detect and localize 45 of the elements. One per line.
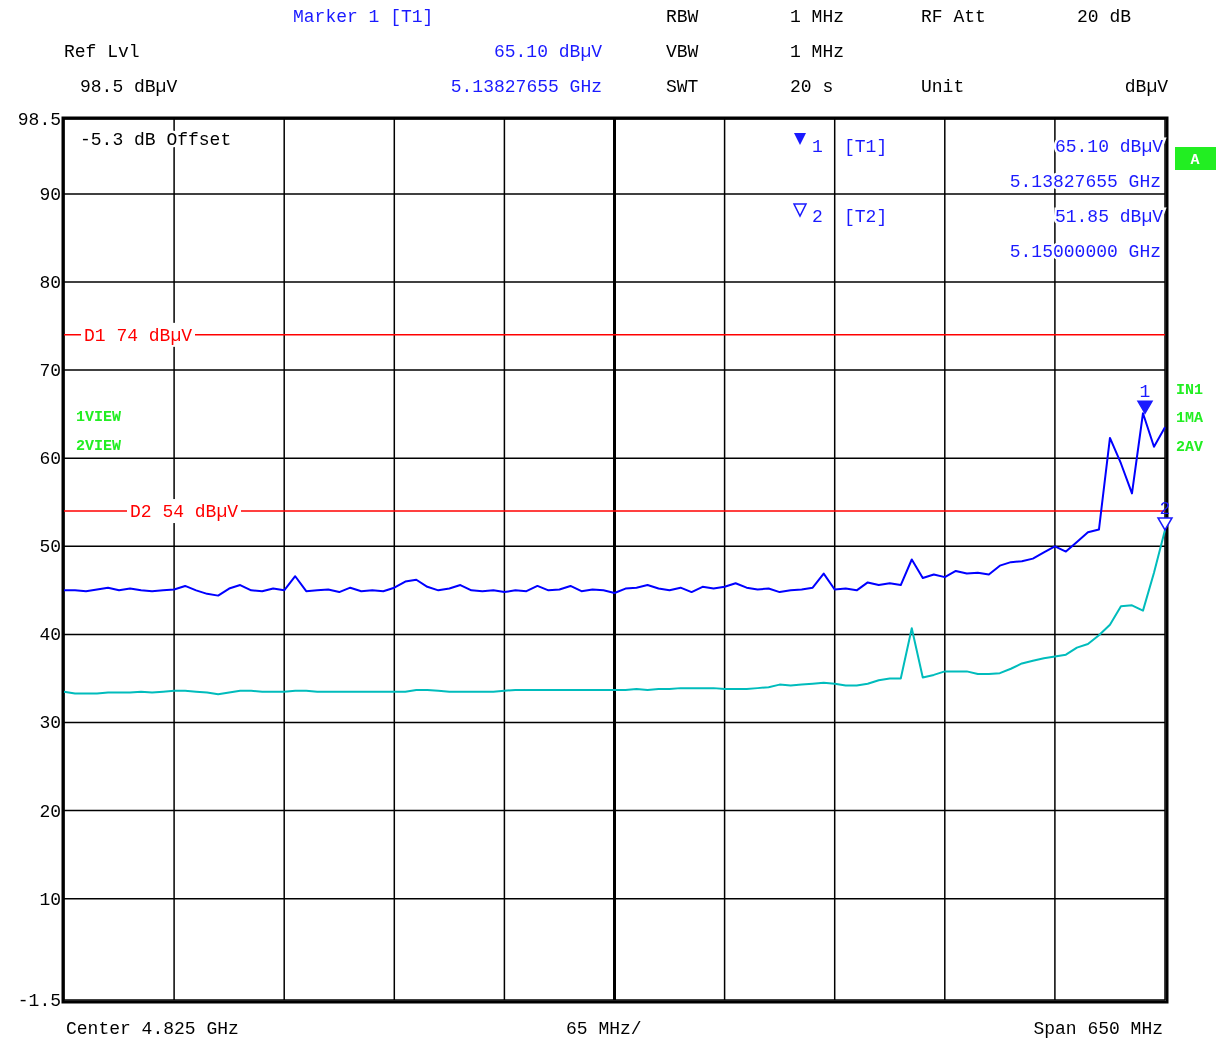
y-tick-label: 50 bbox=[39, 537, 61, 558]
text: 20 dB bbox=[1077, 7, 1132, 27]
y-tick-label: 98.5 bbox=[17, 110, 61, 130]
y-tick-label: 70 bbox=[39, 361, 61, 382]
text: 20 s bbox=[790, 77, 834, 97]
y-tick-label: -1.5 bbox=[17, 991, 61, 1011]
annotation: 1VIEW bbox=[76, 409, 122, 426]
y-tick-label: 80 bbox=[39, 272, 61, 293]
y-tick-label: 40 bbox=[39, 625, 61, 646]
ref-line-label: D2 54 dBµV bbox=[130, 502, 239, 523]
text: IN1 bbox=[1176, 382, 1204, 399]
annotation: 51.85 dBµV bbox=[1054, 207, 1164, 227]
text: 65 MHz/ bbox=[566, 1019, 642, 1038]
y-tick-label: 60 bbox=[39, 449, 61, 470]
y-tick-label: 20 bbox=[39, 801, 61, 822]
y-tick-label: 90 bbox=[39, 184, 61, 205]
text: Span 650 MHz bbox=[1033, 1019, 1163, 1038]
annotation: 2 bbox=[1159, 498, 1171, 519]
annotation: 65.10 dBµV bbox=[1054, 137, 1164, 157]
text: Unit bbox=[921, 77, 965, 97]
text: 1 MHz bbox=[790, 42, 845, 62]
ref-line-label: D1 74 dBµV bbox=[84, 325, 193, 346]
text: SWT bbox=[666, 77, 699, 97]
annotation: 1 bbox=[1139, 382, 1151, 403]
text: Ref Lvl bbox=[64, 42, 140, 62]
text: 2AV bbox=[1176, 439, 1204, 456]
y-tick-label: 30 bbox=[39, 713, 61, 734]
annotation: 2 bbox=[812, 207, 823, 227]
annotation: 1 bbox=[812, 137, 823, 157]
text: 98.5 dBµV bbox=[80, 77, 178, 97]
text: 1 MHz bbox=[790, 7, 845, 27]
annotation: [T1] bbox=[844, 137, 888, 157]
text: Marker 1 [T1] bbox=[293, 7, 434, 27]
text: 1MA bbox=[1176, 410, 1204, 427]
annotation: 2VIEW bbox=[76, 438, 122, 455]
text: dBµV bbox=[1124, 77, 1169, 97]
text: Center 4.825 GHz bbox=[66, 1019, 239, 1038]
annotation: [T2] bbox=[844, 207, 888, 227]
text: RF Att bbox=[921, 7, 986, 27]
text: 65.10 dBµV bbox=[493, 42, 603, 62]
text: RBW bbox=[666, 7, 699, 27]
y-tick-label: 10 bbox=[39, 889, 61, 910]
text: 5.13827655 GHz bbox=[450, 77, 602, 97]
text: VBW bbox=[666, 42, 699, 62]
text: A bbox=[1190, 152, 1200, 169]
